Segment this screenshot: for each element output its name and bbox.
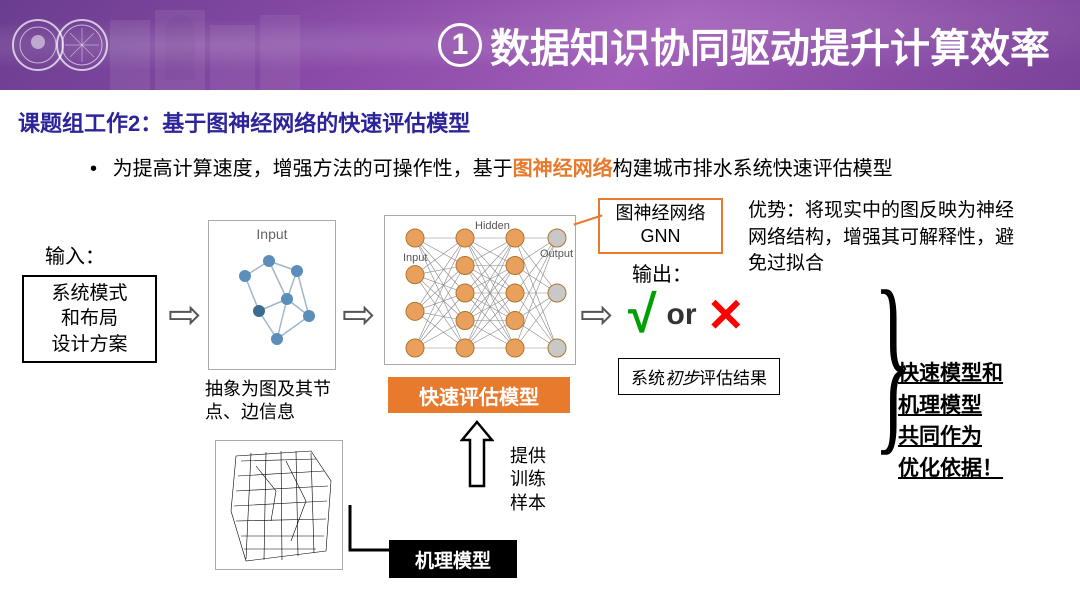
bullet-highlight: 图神经网络: [513, 158, 613, 180]
city-map-panel: [215, 440, 343, 570]
result-suffix: 评估结果: [699, 369, 767, 388]
header-banner: 1 数据知识协同驱动提升计算效率: [0, 0, 1080, 90]
bullet-point: • 为提高计算速度，增强方法的可操作性，基于图神经网络构建城市排水系统快速评估模…: [90, 152, 1080, 181]
bullet-prefix: 为提高计算速度，增强方法的可操作性，基于: [113, 158, 513, 180]
result-ital: 初步: [665, 369, 699, 388]
training-sample-text: 提供 训练 样本: [510, 445, 546, 515]
input-label: 输入：: [45, 240, 105, 269]
header-bg-illustration: [100, 0, 380, 90]
gnn-line2: GNN: [600, 225, 721, 248]
logo-group: [12, 19, 100, 71]
nn-output-label: Output: [540, 248, 573, 260]
nn-hidden-label: Hidden: [475, 220, 510, 232]
subtitle: 课题组工作2：基于图神经网络的快速评估模型: [18, 106, 1080, 138]
university-logo-2: [56, 19, 108, 71]
title-number: 1: [438, 23, 482, 67]
arrow-icon: ⇨: [580, 292, 614, 338]
graph-diagram: [209, 221, 337, 371]
arrow-icon: ⇨: [168, 292, 202, 338]
nn-input-label: Input: [403, 252, 427, 264]
output-result-icons: √ or ✕: [628, 285, 745, 345]
result-prefix: 系统: [631, 369, 665, 388]
input-box: 系统模式 和布局 设计方案: [22, 275, 157, 363]
graph-input-panel: Input: [208, 220, 336, 370]
result-box: 系统初步评估结果: [618, 358, 780, 395]
arrow-up-icon: [460, 420, 494, 490]
conclusion-text: 快速模型和 机理模型 共同作为 优化依据！: [898, 358, 1003, 484]
gnn-callout-box: 图神经网络 GNN: [598, 198, 723, 254]
city-map-illustration: [216, 441, 344, 571]
bullet-suffix: 构建城市排水系统快速评估模型: [613, 158, 893, 180]
neural-network-panel: Input Hidden Output: [384, 215, 576, 365]
output-label: 输出：: [632, 258, 692, 287]
graph-caption: 抽象为图及其节点、边信息: [205, 378, 355, 425]
or-text: or: [667, 298, 697, 332]
mechanism-model-label: 机理模型: [389, 540, 517, 578]
nn-diagram: [385, 216, 577, 366]
cross-icon: ✕: [707, 288, 746, 342]
gnn-line1: 图神经网络: [600, 202, 721, 225]
title-text: 数据知识协同驱动提升计算效率: [490, 16, 1050, 74]
slide-title: 1 数据知识协同驱动提升计算效率: [438, 16, 1050, 74]
check-icon: √: [628, 285, 657, 345]
arrow-icon: ⇨: [342, 292, 376, 338]
graph-box-title: Input: [209, 226, 335, 242]
fast-eval-model-label: 快速评估模型: [388, 377, 570, 413]
